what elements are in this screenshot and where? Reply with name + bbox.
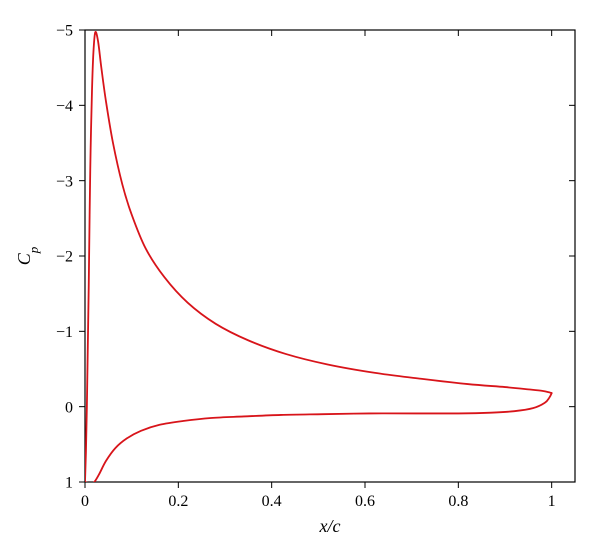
y-tick-label: 0: [65, 399, 73, 416]
y-tick-label: −4: [56, 98, 73, 115]
x-tick-label: 0.4: [262, 493, 282, 510]
x-tick-label: 0.8: [448, 493, 468, 510]
y-tick-label: −2: [56, 249, 73, 266]
y-tick-label: 1: [65, 475, 73, 492]
x-tick-label: 1: [548, 493, 556, 510]
x-tick-label: 0.2: [168, 493, 188, 510]
y-tick-label: −3: [56, 173, 73, 190]
x-tick-label: 0.6: [355, 493, 375, 510]
chart-svg: 00.20.40.60.81−5−4−3−2−101x/cCp: [0, 0, 600, 552]
y-tick-label: −1: [56, 324, 73, 341]
x-tick-label: 0: [81, 493, 89, 510]
cp-chart: 00.20.40.60.81−5−4−3−2−101x/cCp: [0, 0, 600, 552]
x-axis-label: x/c: [318, 516, 340, 536]
y-tick-label: −5: [56, 23, 73, 40]
